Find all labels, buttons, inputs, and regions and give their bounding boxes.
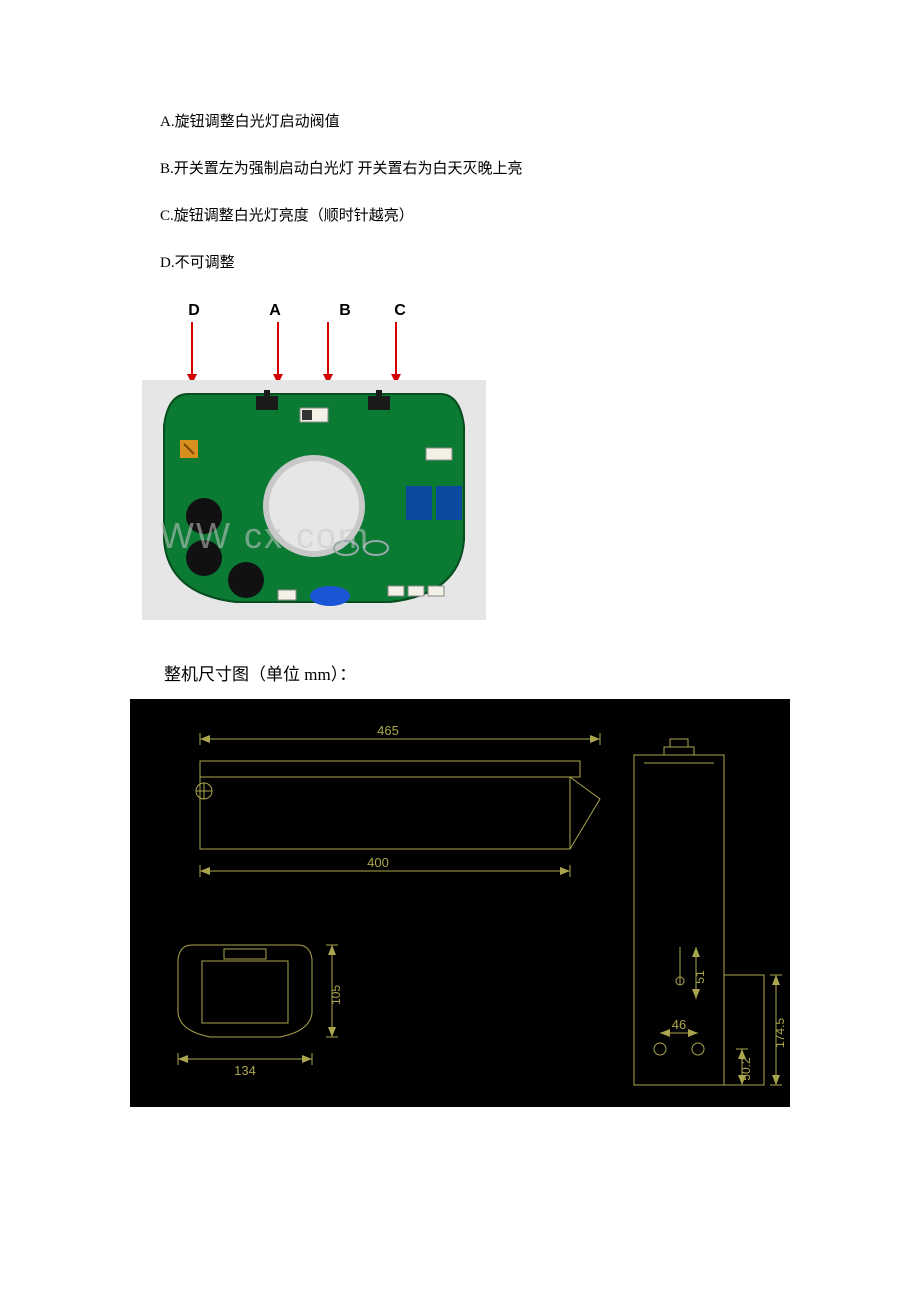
dim-134: 134 [234,1063,256,1078]
desc-item-c: C.旋钮调整白光灯亮度（顺时针越亮） [130,204,790,225]
dim-50-2: 50.2 [739,1057,753,1081]
dim-46: 46 [672,1017,686,1032]
dim-400: 400 [367,855,389,870]
dim-174-5: 174.5 [773,1018,787,1048]
pcb-arrow-row [174,320,790,384]
dimensions-title: 整机尺寸图（单位 mm）： [130,660,790,685]
arrow-a [268,322,288,386]
arrow-c [386,322,406,386]
pcb-label-b: B [320,302,370,320]
dimensions-figure: 465 400 [130,699,790,1107]
pcb-label-a: A [230,302,320,320]
desc-item-b: B.开关置左为强制启动白光灯 开关置右为白天灭晚上亮 [130,157,790,178]
pcb-label-row: D A B C [130,302,790,320]
pcb-board-svg [160,390,468,608]
pcb-label-c: C [370,302,430,320]
pcb-figure: D A B C [130,302,790,620]
dim-51: 51 [693,970,707,984]
description-list: A.旋钮调整白光灯启动阀值 B.开关置左为强制启动白光灯 开关置右为白天灭晚上亮… [130,110,790,272]
pcb-label-d: D [174,302,214,320]
desc-item-d: D.不可调整 [130,251,790,272]
dim-105: 105 [329,985,343,1005]
desc-item-a: A.旋钮调整白光灯启动阀值 [130,110,790,131]
dimensions-svg: 465 400 [130,699,790,1107]
pcb-photo [142,380,486,620]
arrow-d [182,322,202,386]
document-page: A.旋钮调整白光灯启动阀值 B.开关置左为强制启动白光灯 开关置右为白天灭晚上亮… [0,0,920,1147]
dim-465: 465 [377,723,399,738]
arrow-b [318,322,338,386]
